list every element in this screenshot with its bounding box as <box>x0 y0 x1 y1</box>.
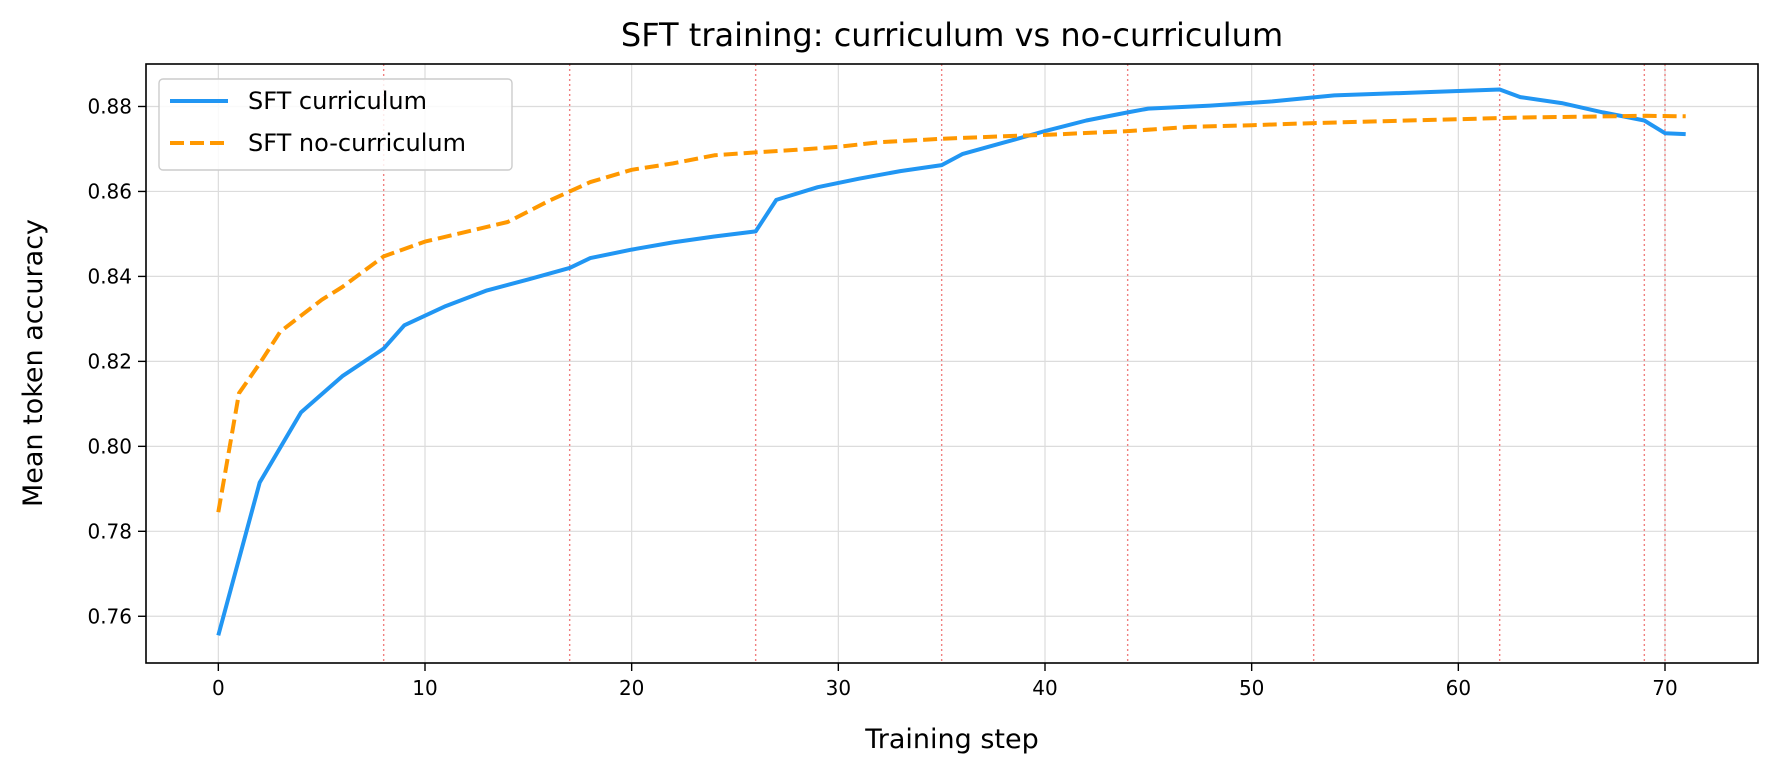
legend: SFT curriculum SFT no-curriculum <box>158 78 513 171</box>
x-tick-label: 0 <box>212 676 225 700</box>
y-tick-label: 0.80 <box>87 434 132 458</box>
y-tick-label: 0.76 <box>87 604 132 628</box>
grid <box>146 64 1758 663</box>
series-line-no-curriculum <box>216 113 1686 513</box>
series-line-curriculum <box>216 87 1686 636</box>
x-tick-label: 10 <box>412 676 437 700</box>
x-axis-ticks: 0 10 20 30 40 50 60 70 <box>212 663 1678 700</box>
y-tick-label: 0.86 <box>87 179 132 203</box>
x-tick-label: 60 <box>1446 676 1471 700</box>
legend-label-curriculum: SFT curriculum <box>248 87 427 115</box>
y-tick-label: 0.88 <box>87 94 132 118</box>
series-lines <box>216 87 1686 636</box>
y-axis-title: Mean token accuracy <box>18 219 49 507</box>
legend-label-no-curriculum: SFT no-curriculum <box>248 129 466 157</box>
chart-title: SFT training: curriculum vs no-curriculu… <box>621 16 1283 54</box>
y-tick-label: 0.78 <box>87 519 132 543</box>
x-tick-label: 40 <box>1032 676 1057 700</box>
y-axis-ticks: 0.76 0.78 0.80 0.82 0.84 0.86 0.88 <box>87 94 146 628</box>
x-tick-label: 30 <box>826 676 851 700</box>
x-tick-label: 20 <box>619 676 644 700</box>
plot-area-frame <box>145 63 1759 664</box>
y-tick-label: 0.84 <box>87 264 132 288</box>
x-tick-label: 70 <box>1652 676 1677 700</box>
legend-box <box>158 78 513 171</box>
x-axis-title: Training step <box>864 724 1039 755</box>
y-tick-label: 0.82 <box>87 349 132 373</box>
x-tick-label: 50 <box>1239 676 1264 700</box>
